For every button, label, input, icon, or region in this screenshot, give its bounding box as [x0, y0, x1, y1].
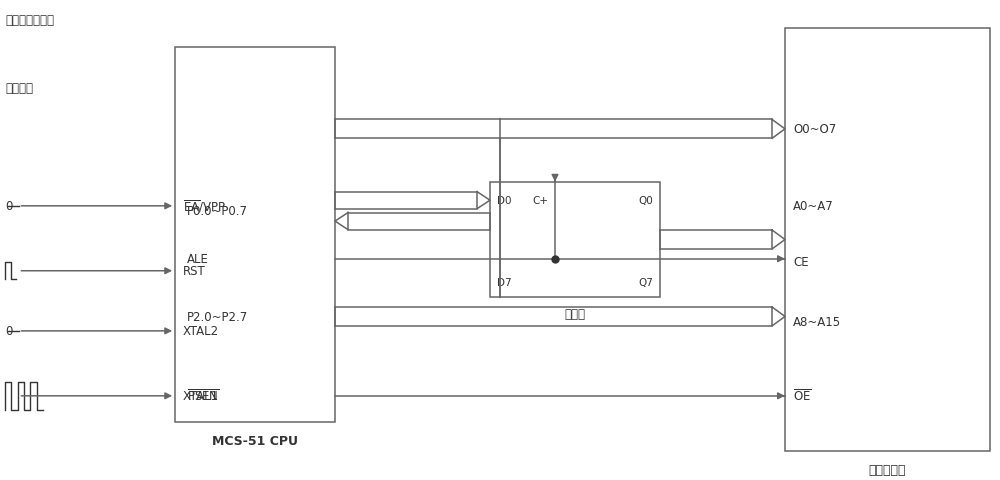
Bar	[175, 48, 335, 422]
Text: C+: C+	[532, 195, 548, 205]
Text: $\overline{\rm PSEN}$: $\overline{\rm PSEN}$	[187, 388, 220, 404]
Text: P0.0~P0.7: P0.0~P0.7	[187, 204, 248, 217]
Text: MCS-51 CPU: MCS-51 CPU	[212, 434, 298, 447]
Text: 集成电路测试机: 集成电路测试机	[5, 14, 54, 27]
Text: Q0: Q0	[638, 195, 653, 205]
Text: Q7: Q7	[638, 277, 653, 288]
Text: RST: RST	[183, 264, 206, 277]
Text: 0: 0	[5, 200, 12, 213]
Text: 0: 0	[5, 324, 12, 337]
Text: 外部存储器: 外部存储器	[869, 463, 906, 476]
Text: A8~A15: A8~A15	[793, 315, 841, 328]
Text: 锁存器: 锁存器	[564, 308, 585, 321]
Text: D0: D0	[497, 195, 512, 205]
Bar	[785, 29, 990, 451]
Text: O0~O7: O0~O7	[793, 123, 836, 136]
Text: P2.0~P2.7: P2.0~P2.7	[187, 310, 248, 323]
Text: CE: CE	[793, 255, 809, 268]
Text: XTAL2: XTAL2	[183, 324, 219, 337]
Text: A0~A7: A0~A7	[793, 200, 834, 213]
Text: D7: D7	[497, 277, 512, 288]
Text: $\overline{\rm EA}$/VPP: $\overline{\rm EA}$/VPP	[183, 198, 226, 215]
Text: XTAL1: XTAL1	[183, 389, 219, 402]
Text: ALE: ALE	[187, 252, 209, 265]
Text: 激励信号: 激励信号	[5, 82, 33, 95]
Text: $\overline{\rm OE}$: $\overline{\rm OE}$	[793, 388, 812, 404]
Bar	[490, 182, 660, 298]
